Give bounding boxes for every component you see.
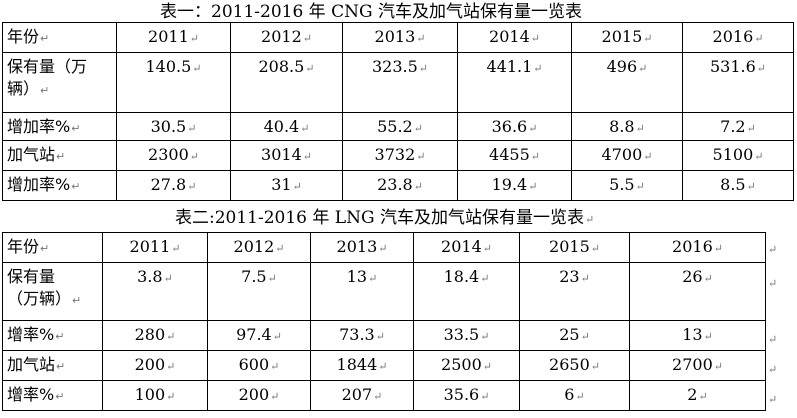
- table1-title: 表一：2011-2016 年 CNG 汽车及加气站保有量一览表: [160, 2, 582, 22]
- header-cell: 年份↵: [2, 232, 103, 263]
- data-cell: 5.5↵: [571, 170, 683, 201]
- table-row: 保有量（万 辆）↵ 140.5↵ 208.5↵ 323.5↵ 441.1↵ 496…: [2, 52, 794, 113]
- data-cell: 140.5↵: [116, 52, 231, 113]
- row-label: 加气站↵: [2, 350, 103, 381]
- data-cell: 531.6↵: [682, 52, 794, 113]
- header-cell: 2012↵: [230, 22, 343, 53]
- data-cell: 19.4↵: [457, 170, 572, 201]
- table-row: 增加率%↵ 27.8↵ 31↵ 23.8↵ 19.4↵ 5.5↵ 8.5↵: [2, 170, 794, 201]
- header-cell: 2011↵: [102, 232, 208, 263]
- data-cell: 1844↵: [310, 350, 414, 381]
- data-cell: 8.8↵: [571, 112, 683, 141]
- data-cell: 33.5↵: [413, 320, 520, 351]
- data-cell: 6↵: [519, 380, 630, 411]
- row-end-mark: ↵: [768, 393, 778, 406]
- data-cell: 27.8↵: [116, 170, 231, 201]
- header-cell: 2015↵: [519, 232, 630, 263]
- table2-lng: 年份↵ 2011↵ 2012↵ 2013↵ 2014↵ 2015↵ 2016↵ …: [2, 232, 766, 411]
- data-cell: 13↵: [310, 262, 414, 321]
- table2-title: 表二:2011-2016 年 LNG 汽车及加气站保有量一览表↵: [175, 208, 595, 228]
- data-cell: 2500↵: [413, 350, 520, 381]
- data-cell: 4700↵: [571, 140, 683, 171]
- data-cell: 2↵: [629, 380, 766, 411]
- data-cell: 5100↵: [682, 140, 794, 171]
- row-label: 增率%↵: [2, 320, 103, 351]
- data-cell: 25↵: [519, 320, 630, 351]
- data-cell: 600↵: [207, 350, 311, 381]
- data-cell: 35.6↵: [413, 380, 520, 411]
- data-cell: 441.1↵: [457, 52, 572, 113]
- header-cell: 2011↵: [116, 22, 231, 53]
- data-cell: 36.6↵: [457, 112, 572, 141]
- row-label: 保有量（万辆）↵: [2, 262, 103, 321]
- data-cell: 55.2↵: [342, 112, 458, 141]
- header-cell: 2013↵: [310, 232, 414, 263]
- data-cell: 2300↵: [116, 140, 231, 171]
- data-cell: 3732↵: [342, 140, 458, 171]
- header-cell: 2014↵: [457, 22, 572, 53]
- data-cell: 2650↵: [519, 350, 630, 381]
- row-label: 增加率%↵: [2, 112, 117, 141]
- header-cell: 2015↵: [571, 22, 683, 53]
- header-cell: 2013↵: [342, 22, 458, 53]
- data-cell: 280↵: [102, 320, 208, 351]
- data-cell: 7.5↵: [207, 262, 311, 321]
- data-cell: 100↵: [102, 380, 208, 411]
- data-cell: 97.4↵: [207, 320, 311, 351]
- data-cell: 31↵: [230, 170, 343, 201]
- table1-cng: 年份↵ 2011↵ 2012↵ 2013↵ 2014↵ 2015↵ 2016↵ …: [2, 22, 794, 201]
- data-cell: 200↵: [207, 380, 311, 411]
- data-cell: 30.5↵: [116, 112, 231, 141]
- header-cell: 2012↵: [207, 232, 311, 263]
- table-row: 保有量 （万辆）↵ 3.8↵ 7.5↵ 13↵ 18.4↵ 23↵ 26↵: [2, 262, 766, 321]
- row-end-mark: ↵: [768, 333, 778, 346]
- data-cell: 2700↵: [629, 350, 766, 381]
- row-end-mark: ↵: [768, 243, 778, 256]
- data-cell: 208.5↵: [230, 52, 343, 113]
- data-cell: 3.8↵: [102, 262, 208, 321]
- data-cell: 8.5↵: [682, 170, 794, 201]
- data-cell: 7.2↵: [682, 112, 794, 141]
- row-end-mark: ↵: [768, 363, 778, 376]
- data-cell: 26↵: [629, 262, 766, 321]
- table-row: 年份↵ 2011↵ 2012↵ 2013↵ 2014↵ 2015↵ 2016↵: [2, 22, 794, 53]
- table-row: 加气站↵ 200↵ 600↵ 1844↵ 2500↵ 2650↵ 2700↵: [2, 350, 766, 381]
- data-cell: 13↵: [629, 320, 766, 351]
- data-cell: 207↵: [310, 380, 414, 411]
- table-row: 增率%↵ 100↵ 200↵ 207↵ 35.6↵ 6↵ 2↵: [2, 380, 766, 411]
- table-row: 年份↵ 2011↵ 2012↵ 2013↵ 2014↵ 2015↵ 2016↵: [2, 232, 766, 263]
- data-cell: 3014↵: [230, 140, 343, 171]
- data-cell: 18.4↵: [413, 262, 520, 321]
- header-cell: 年份↵: [2, 22, 117, 53]
- data-cell: 73.3↵: [310, 320, 414, 351]
- data-cell: 200↵: [102, 350, 208, 381]
- row-end-mark: ↵: [768, 277, 778, 290]
- data-cell: 4455↵: [457, 140, 572, 171]
- row-label: 加气站↵: [2, 140, 117, 171]
- row-label: 保有量（万辆）↵: [2, 52, 117, 113]
- header-cell: 2016↵: [682, 22, 794, 53]
- data-cell: 323.5↵: [342, 52, 458, 113]
- table-row: 增加率%↵ 30.5↵ 40.4↵ 55.2↵ 36.6↵ 8.8↵ 7.2↵: [2, 112, 794, 141]
- data-cell: 23.8↵: [342, 170, 458, 201]
- data-cell: 40.4↵: [230, 112, 343, 141]
- data-cell: 496↵: [571, 52, 683, 113]
- row-label: 增加率%↵: [2, 170, 117, 201]
- header-cell: 2016↵: [629, 232, 766, 263]
- data-cell: 23↵: [519, 262, 630, 321]
- table-row: 增率%↵ 280↵ 97.4↵ 73.3↵ 33.5↵ 25↵ 13↵: [2, 320, 766, 351]
- row-label: 增率%↵: [2, 380, 103, 411]
- table-row: 加气站↵ 2300↵ 3014↵ 3732↵ 4455↵ 4700↵ 5100↵: [2, 140, 794, 171]
- header-cell: 2014↵: [413, 232, 520, 263]
